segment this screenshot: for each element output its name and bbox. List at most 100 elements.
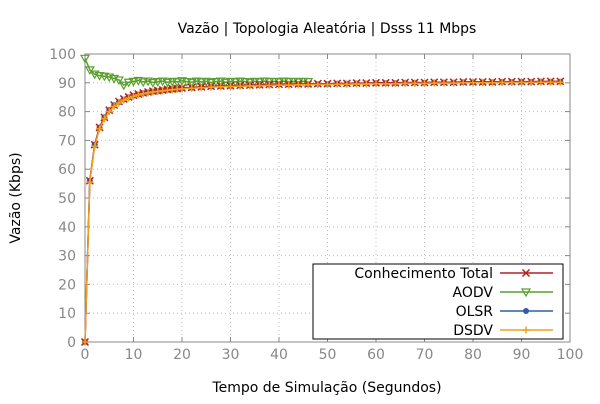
data-point	[236, 82, 244, 90]
data-point	[353, 80, 361, 88]
data-point	[147, 78, 158, 88]
data-point	[206, 78, 217, 88]
data-point	[508, 79, 516, 87]
x-axis-label: Tempo de Simulação (Segundos)	[211, 380, 441, 396]
series-aodv	[79, 54, 314, 91]
data-point	[246, 82, 254, 90]
x-tick-label: 70	[416, 347, 434, 363]
data-point	[421, 79, 428, 87]
data-point	[125, 94, 133, 102]
axes: 0 10 20 30 40 50 60 70 80 90 100 0 10 20 30 40 50 60 70 80 9…	[49, 47, 583, 363]
data-point	[556, 78, 564, 86]
data-point	[110, 102, 118, 110]
data-point	[134, 91, 142, 99]
y-tick-label: 30	[58, 249, 76, 265]
data-point	[343, 80, 351, 88]
y-tick-label: 0	[67, 335, 76, 351]
data-point	[162, 78, 173, 88]
data-point	[139, 90, 147, 98]
data-point	[372, 80, 380, 88]
data-point	[304, 81, 312, 89]
legend-marker	[523, 308, 529, 314]
data-point	[314, 81, 322, 89]
data-point	[324, 81, 331, 89]
x-tick-label: 90	[513, 347, 531, 363]
data-point	[411, 79, 419, 87]
data-point	[84, 66, 95, 76]
y-tick-label: 70	[58, 133, 76, 149]
x-tick-label: 0	[81, 347, 90, 363]
y-tick-label: 100	[49, 47, 76, 63]
data-point	[518, 79, 525, 87]
y-tick-label: 60	[58, 162, 76, 178]
data-point	[333, 80, 341, 88]
data-point	[96, 125, 104, 133]
data-point	[265, 81, 273, 89]
x-tick-label: 60	[367, 347, 385, 363]
data-point	[197, 84, 205, 92]
chart-title: Vazão | Topologia Aleatória | Dsss 11 Mb…	[178, 21, 477, 37]
y-tick-label: 20	[58, 277, 76, 293]
legend-marker	[520, 288, 532, 298]
data-point	[105, 108, 113, 116]
data-point	[469, 79, 477, 87]
data-point	[256, 82, 264, 90]
data-point	[450, 79, 458, 87]
data-point	[123, 78, 134, 88]
y-tick-label: 50	[58, 191, 76, 207]
data-point	[537, 78, 545, 86]
data-point	[100, 115, 108, 123]
data-point	[440, 79, 448, 87]
data-point	[294, 81, 302, 89]
data-point	[479, 79, 487, 87]
series-dsdv	[81, 78, 564, 346]
legend-label: DSDV	[453, 323, 493, 339]
data-point	[391, 80, 399, 88]
x-tick-label: 10	[125, 347, 143, 363]
data-point	[152, 78, 163, 87]
data-point	[285, 81, 293, 89]
legend-box	[312, 263, 564, 340]
data-point	[275, 81, 283, 89]
data-point	[79, 54, 91, 64]
data-point	[527, 79, 535, 87]
legend-label: Conhecimento Total	[354, 266, 493, 282]
data-point	[186, 78, 197, 88]
legend-marker	[521, 268, 531, 278]
data-point	[115, 99, 123, 107]
series-layer	[79, 54, 565, 347]
data-point	[113, 76, 124, 86]
data-point	[178, 85, 186, 93]
data-point	[81, 338, 89, 346]
data-point	[227, 83, 234, 91]
y-tick-label: 90	[58, 76, 76, 92]
x-tick-label: 80	[464, 347, 482, 363]
y-axis-label: Vazão (Kbps)	[8, 152, 24, 243]
data-point	[498, 79, 506, 87]
legend-label: OLSR	[456, 304, 494, 320]
data-point	[128, 77, 139, 87]
x-tick-label: 50	[319, 347, 337, 363]
data-point	[172, 78, 183, 88]
series-line	[84, 58, 309, 87]
x-tick-label: 30	[222, 347, 240, 363]
data-point	[188, 84, 196, 92]
x-tick-label: 100	[557, 347, 584, 363]
data-point	[547, 78, 555, 86]
data-point	[401, 79, 409, 87]
data-point	[91, 142, 99, 150]
legend: Conhecimento Total AODV OLSR DSDV	[312, 263, 564, 340]
data-point	[459, 79, 467, 87]
data-point	[120, 96, 128, 104]
legend-label: AODV	[453, 285, 494, 301]
legend-marker	[522, 326, 530, 334]
data-point	[144, 89, 152, 97]
data-point	[196, 78, 207, 88]
plot-frame	[84, 53, 571, 343]
data-point	[217, 83, 225, 91]
data-point	[86, 178, 94, 186]
y-tick-label: 10	[58, 306, 76, 322]
data-point	[382, 80, 390, 88]
